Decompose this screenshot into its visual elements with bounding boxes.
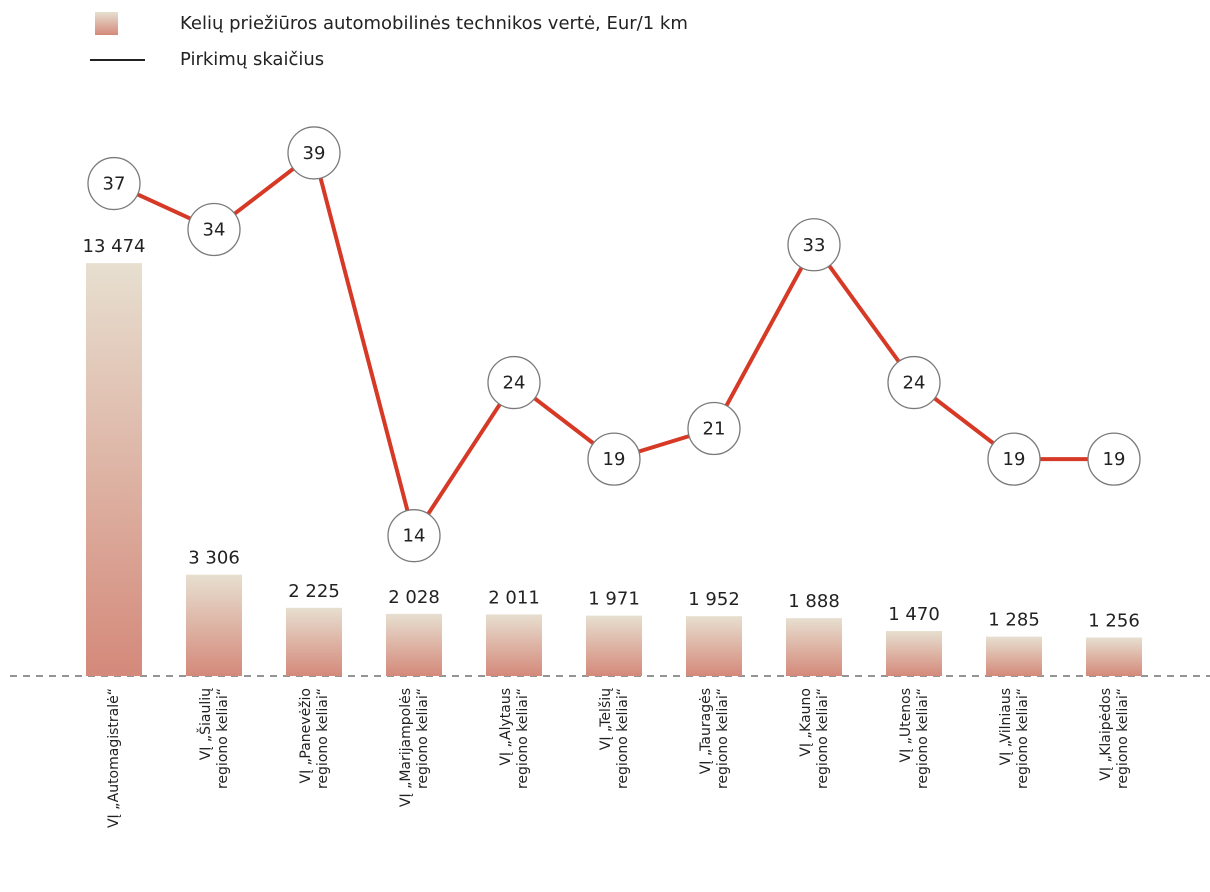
label-line: VĮ „Panevėžio <box>298 688 314 784</box>
label-line: regiono keliai“ <box>915 688 931 789</box>
value-label: 1 971 <box>588 589 640 610</box>
value-label: 13 474 <box>83 236 146 257</box>
label-line: regiono keliai“ <box>615 688 631 789</box>
label-line: VĮ „Alytaus <box>498 688 514 766</box>
point <box>387 509 441 563</box>
point <box>287 126 341 180</box>
label-line: VĮ „Šiaulių <box>196 688 214 760</box>
label-line: VĮ „Utenos <box>898 688 914 763</box>
point-label: 37 <box>103 174 126 195</box>
label-line: VĮ „Vilniaus <box>998 688 1014 765</box>
label-line: regiono keliai“ <box>415 688 431 789</box>
label-line: VĮ „Tauragės <box>698 688 714 774</box>
value-label: 2 011 <box>488 587 540 608</box>
point-label: 21 <box>703 419 726 440</box>
bar <box>586 615 642 676</box>
point-label: 19 <box>1003 449 1026 470</box>
point-label: 33 <box>803 235 826 256</box>
value-label: 1 256 <box>1088 611 1140 632</box>
bar <box>286 607 342 676</box>
x-tick-label: VĮ „Telšiųregiono keliai“ <box>598 688 631 789</box>
label-line: VĮ „Marijampolės <box>398 688 414 807</box>
label-line: regiono keliai“ <box>815 688 831 789</box>
bar <box>886 630 942 676</box>
legend-label: Pirkimų skaičius <box>180 49 324 70</box>
x-tick-label: VĮ „Marijampolėsregiono keliai“ <box>398 688 431 807</box>
label-line: regiono keliai“ <box>515 688 531 789</box>
point <box>687 401 741 456</box>
bar <box>186 574 242 676</box>
x-tick-label: VĮ „Automagistralė“ <box>106 688 122 828</box>
point <box>787 218 841 272</box>
legend-label: Kelių priežiūros automobilinės technikos… <box>180 13 688 34</box>
point-label: 39 <box>303 143 326 164</box>
x-tick-label: VĮ „Klaipėdosregiono keliai“ <box>1098 688 1131 789</box>
legend-swatch-bar <box>95 12 118 35</box>
bar <box>486 614 542 676</box>
point-label: 14 <box>403 526 426 547</box>
point-label: 34 <box>203 219 226 240</box>
bar <box>386 613 442 676</box>
point-label: 19 <box>1103 449 1126 470</box>
label-line: regiono keliai“ <box>1015 688 1031 789</box>
point <box>87 156 141 211</box>
label-line: regiono keliai“ <box>215 688 231 789</box>
point-label: 24 <box>903 373 926 394</box>
x-tick-label: VĮ „Utenosregiono keliai“ <box>898 688 931 789</box>
x-tick-label: VĮ „Šiauliųregiono keliai“ <box>196 688 231 789</box>
point <box>487 355 541 410</box>
x-tick-label: VĮ „Vilniausregiono keliai“ <box>998 688 1031 789</box>
x-tick-label: VĮ „Tauragėsregiono keliai“ <box>698 688 731 789</box>
label-line: regiono keliai“ <box>1115 688 1131 789</box>
label-line: VĮ „Telšių <box>598 688 614 750</box>
value-label: 1 285 <box>988 610 1040 631</box>
bar <box>786 618 842 676</box>
label-line: VĮ „Kauno <box>798 688 814 757</box>
bar <box>986 636 1042 676</box>
label-line: VĮ „Klaipėdos <box>1098 688 1114 781</box>
bar <box>1086 637 1142 676</box>
bar <box>86 263 142 676</box>
point <box>1087 432 1141 486</box>
x-tick-label: VĮ „Alytausregiono keliai“ <box>498 688 531 789</box>
value-label: 1 952 <box>688 589 740 610</box>
x-tick-label: VĮ „Panevėžioregiono keliai“ <box>298 688 331 789</box>
point-label: 24 <box>503 373 526 394</box>
x-tick-label: VĮ „Kaunoregiono keliai“ <box>798 688 831 789</box>
label-line: regiono keliai“ <box>315 688 331 789</box>
point <box>887 355 941 410</box>
value-label: 1 888 <box>788 591 840 612</box>
point-label: 19 <box>603 449 626 470</box>
bar <box>686 616 742 676</box>
point <box>187 202 241 257</box>
value-label: 1 470 <box>888 604 940 625</box>
value-label: 2 225 <box>288 581 340 602</box>
value-label: 3 306 <box>188 548 240 569</box>
point <box>987 432 1041 486</box>
label-line: regiono keliai“ <box>715 688 731 789</box>
value-label: 2 028 <box>388 587 440 608</box>
point <box>587 432 641 486</box>
